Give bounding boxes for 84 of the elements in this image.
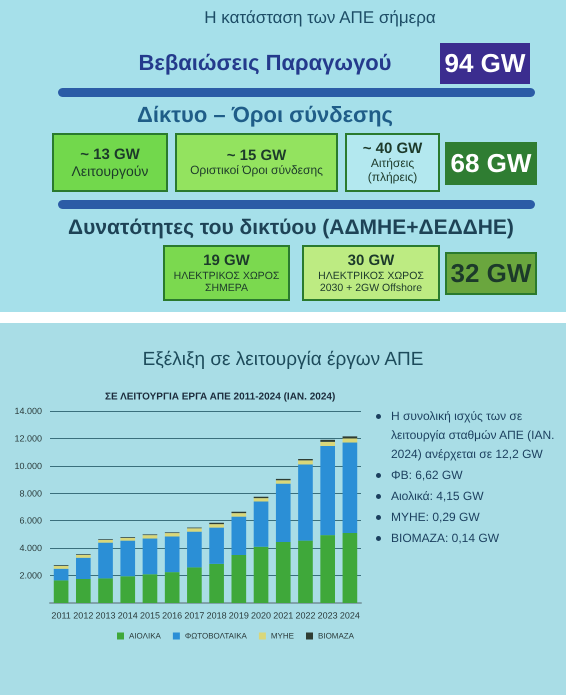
label-box: 19 GW ΗΛΕΚΤΡΙΚΟΣ ΧΩΡΟΣ ΣΗΜΕΡΑ bbox=[163, 245, 290, 301]
bar bbox=[98, 540, 113, 543]
bar bbox=[54, 568, 68, 580]
bar bbox=[298, 540, 313, 603]
bar bbox=[254, 498, 268, 502]
bar bbox=[120, 540, 136, 576]
text: Η συνολική ισχύς των σε λειτουργία σταθμών ΑΠΕ (ΙΑΝ. 2024) ανέρχεται σε 12,2 GW bbox=[391, 408, 556, 463]
bar bbox=[120, 576, 136, 603]
label-box: ~ 13 GW Λειτουργούν bbox=[52, 133, 168, 192]
y-tick-label: 12.000 bbox=[14, 433, 42, 444]
bar bbox=[187, 567, 202, 603]
bar bbox=[54, 580, 68, 603]
text: Δυνατότητες του δικτύου (ΑΔΜΗΕ+ΔΕΔΔΗΕ) bbox=[68, 216, 514, 240]
text: Δίκτυο – Όροι σύνδεσης bbox=[137, 102, 393, 128]
bar bbox=[320, 535, 336, 603]
bar bbox=[76, 555, 91, 558]
x-tick-label: 2015 bbox=[140, 610, 160, 620]
bar bbox=[342, 442, 358, 534]
bar bbox=[298, 460, 313, 464]
y-tick-label: 10.000 bbox=[14, 460, 42, 471]
text: Βεβαιώσεις Παραγωγού bbox=[138, 50, 392, 76]
x-tick-label: 2017 bbox=[184, 610, 204, 620]
label-box: ~ 40 GW Αιτήσεις (πλήρεις) bbox=[345, 133, 440, 192]
x-tick-label: 2023 bbox=[318, 610, 338, 620]
bar bbox=[231, 555, 246, 603]
x-tick-label: 2011 bbox=[51, 610, 71, 620]
bar bbox=[320, 442, 336, 446]
bar bbox=[254, 546, 268, 603]
bar bbox=[164, 533, 180, 536]
label-box: ~ 15 GW Οριστικοί Όροι σύνδεσης bbox=[175, 133, 338, 192]
y-tick-label: 2.000 bbox=[19, 570, 42, 581]
x-tick-label: 2024 bbox=[340, 610, 360, 620]
y-tick-label: 4.000 bbox=[19, 543, 42, 554]
bar bbox=[76, 558, 91, 579]
bar bbox=[98, 578, 113, 603]
bar bbox=[320, 446, 336, 536]
bar bbox=[142, 538, 158, 574]
x-tick-label: 2013 bbox=[96, 610, 116, 620]
x-tick-label: 2014 bbox=[118, 610, 138, 620]
y-tick-label: 8.000 bbox=[19, 488, 42, 498]
legend-label: ΜΥΗΕ bbox=[270, 632, 294, 640]
bar bbox=[76, 579, 91, 603]
x-tick-label: 2012 bbox=[73, 610, 94, 620]
bar bbox=[120, 538, 136, 541]
label-box: 30 GW ΗΛΕΚΤΡΙΚΟΣ ΧΩΡΟΣ 2030 + 2GW Offshore bbox=[302, 245, 440, 301]
bar bbox=[254, 502, 268, 547]
bar bbox=[164, 536, 180, 572]
label-box: 32 GW bbox=[445, 252, 537, 295]
x-tick-label: 2022 bbox=[295, 610, 316, 620]
x-tick-label: 2019 bbox=[228, 610, 249, 620]
x-tick-label: 2020 bbox=[251, 610, 272, 620]
text: Αιολικά: 4,15 GW bbox=[391, 488, 485, 505]
y-tick-label: 14.000 bbox=[14, 406, 42, 416]
bar bbox=[231, 516, 246, 555]
x-tick-label: 2018 bbox=[206, 610, 227, 620]
bar bbox=[98, 542, 113, 578]
legend-label: ΒΙΟΜΑΖΑ bbox=[318, 632, 355, 640]
text: ΒΙΟΜΑΖΑ: 0,14 GW bbox=[391, 530, 500, 547]
x-tick-label: 2021 bbox=[273, 610, 294, 620]
text: ΜΥΗΕ: 0,29 GW bbox=[391, 509, 481, 526]
bar bbox=[142, 535, 158, 539]
x-tick-label: 2016 bbox=[162, 610, 182, 620]
text: Η κατάσταση των ΑΠΕ σήμερα bbox=[204, 8, 436, 27]
bar bbox=[209, 524, 224, 528]
y-tick-label: 6.000 bbox=[19, 516, 42, 526]
chart-subtitle: ΣΕ ΛΕΙΤΟΥΡΓΙΑ ΕΡΓΑ ΑΠΕ 2011-2024 (ΙΑΝ. 2024) bbox=[105, 392, 336, 402]
label-box: 94 GW bbox=[440, 43, 530, 84]
bar bbox=[298, 464, 313, 541]
legend-label: ΑΙΟΛΙΚΑ bbox=[129, 632, 162, 640]
legend-label: ΦΩΤΟΒΟΛΤΑΙΚΑ bbox=[184, 632, 248, 640]
bar bbox=[276, 542, 291, 603]
text: ΦΒ: 6,62 GW bbox=[391, 467, 464, 484]
bar bbox=[342, 533, 358, 603]
bar bbox=[231, 513, 246, 517]
bar bbox=[209, 528, 224, 564]
chart-title: Εξέλιξη σε λειτουργία έργων ΑΠΕ bbox=[142, 349, 424, 370]
bar bbox=[209, 564, 224, 603]
bar bbox=[342, 438, 358, 443]
bar bbox=[142, 574, 158, 603]
label-box: 68 GW bbox=[445, 142, 537, 185]
bar bbox=[276, 484, 291, 542]
bar bbox=[164, 572, 180, 603]
bar bbox=[54, 566, 68, 569]
bar bbox=[187, 532, 202, 568]
